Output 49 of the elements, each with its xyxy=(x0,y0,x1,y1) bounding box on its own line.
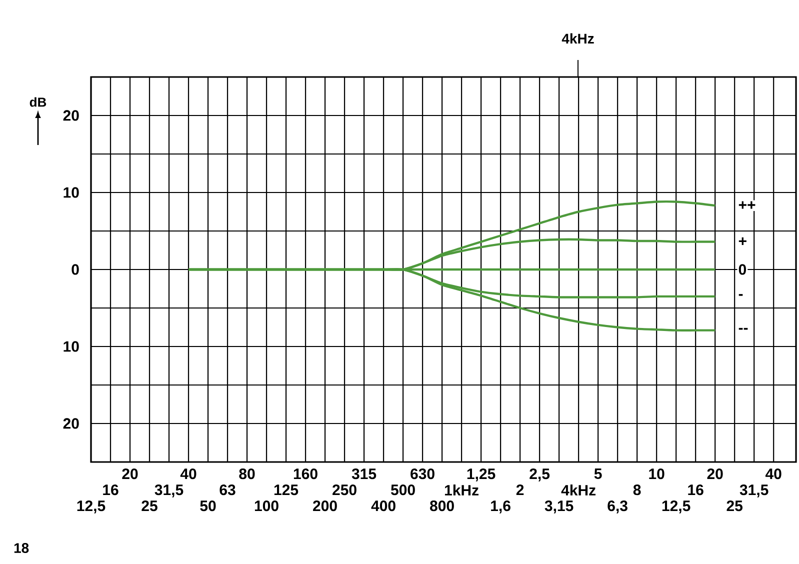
x-tick-label: 160 xyxy=(294,468,318,480)
x-tick-label: 16 xyxy=(688,484,704,496)
x-tick-label: 25 xyxy=(726,500,742,512)
x-tick-label: 12,5 xyxy=(662,500,690,514)
x-tick-label: 10 xyxy=(649,468,664,480)
x-tick-label: 4kHz xyxy=(561,484,596,496)
y-tick-label: 10 xyxy=(64,341,79,352)
x-tick-label: 630 xyxy=(410,468,434,480)
x-tick-label: 250 xyxy=(332,484,356,496)
text: 18 xyxy=(14,543,29,553)
x-tick-label: 200 xyxy=(313,500,337,512)
series-label: -- xyxy=(738,328,748,330)
x-tick-label: 100 xyxy=(254,500,278,512)
x-tick-label: 3,15 xyxy=(544,500,574,514)
x-tick-label: 16 xyxy=(103,484,118,496)
x-tick-label: 500 xyxy=(390,484,415,496)
x-tick-label: 8 xyxy=(633,484,641,496)
y-tick-label: 0 xyxy=(72,264,79,275)
x-tick-label: 31,5 xyxy=(740,484,768,498)
x-tick-label: 2,5 xyxy=(530,468,550,482)
x-tick-label: 6,3 xyxy=(608,500,628,514)
series-label: + xyxy=(738,237,746,245)
x-tick-label: 40 xyxy=(765,468,782,480)
x-tick-label: 20 xyxy=(707,468,723,480)
y-tick-label: 20 xyxy=(63,110,79,121)
x-tick-label: 315 xyxy=(352,468,376,480)
x-tick-label: 800 xyxy=(430,500,454,512)
x-tick-label: 1kHz xyxy=(444,484,478,496)
x-tick-label: 40 xyxy=(180,468,196,480)
series-label: ++ xyxy=(738,201,756,209)
x-tick-label: 1,6 xyxy=(491,500,510,514)
x-tick-label: 1,25 xyxy=(467,468,496,482)
x-tick-label: 63 xyxy=(220,484,236,496)
x-tick-label: 80 xyxy=(239,468,255,480)
y-tick-label: 10 xyxy=(64,187,79,198)
x-tick-label: 50 xyxy=(200,500,216,512)
x-tick-label: 125 xyxy=(274,484,298,496)
y-axis-title: dB xyxy=(30,97,46,107)
x-tick-label: 2 xyxy=(516,484,524,496)
x-tick-label: 31,5 xyxy=(154,484,184,498)
x-tick-label: 20 xyxy=(122,468,138,480)
x-tick-label: 25 xyxy=(142,500,158,512)
y-tick-label: 20 xyxy=(63,418,79,429)
series-label: 0 xyxy=(738,264,746,275)
x-tick-label: 12,5 xyxy=(77,500,106,514)
x-tick-label: 5 xyxy=(594,468,602,479)
text: 4kHz xyxy=(562,33,594,44)
x-tick-label: 400 xyxy=(371,500,396,512)
series-label: - xyxy=(738,294,743,296)
